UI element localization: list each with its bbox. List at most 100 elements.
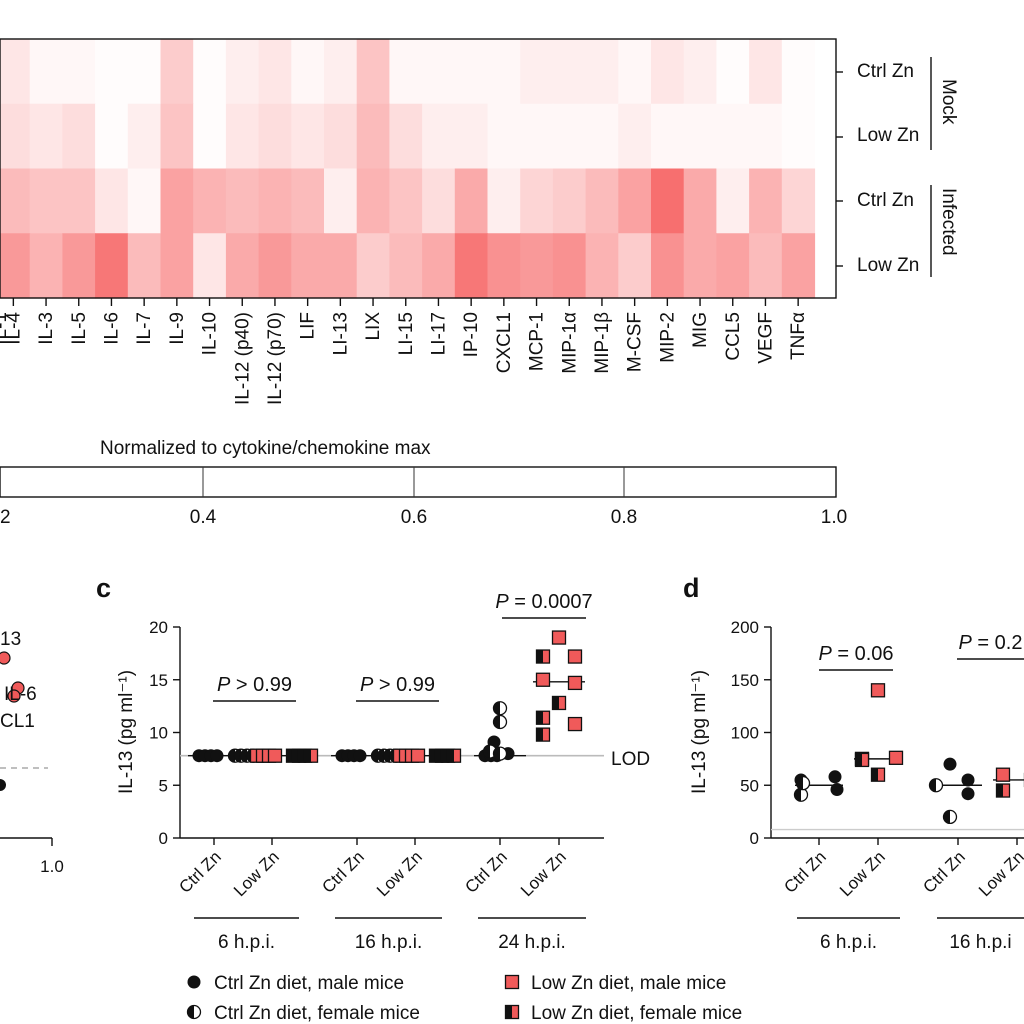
heatmap-cell: [29, 233, 63, 299]
heatmap-cell: [62, 103, 96, 170]
heatmap-cell: [651, 103, 685, 170]
heatmap-cell: [0, 103, 31, 170]
heatmap-cell: [127, 168, 162, 234]
legend-symbols: [186, 974, 520, 1020]
data-point-half: [447, 749, 454, 763]
y-tick-label: 100: [731, 724, 759, 743]
heatmap-cell: [487, 39, 521, 105]
group-label-mock: Mock: [938, 79, 959, 125]
heatmap-cell: [683, 168, 717, 234]
data-point-half: [292, 749, 299, 763]
row-label-mock-ctrl: Ctrl Zn: [857, 61, 914, 82]
data-point: [961, 773, 975, 787]
heatmap-cell: [225, 168, 260, 234]
heatmap-cell: [585, 168, 619, 234]
heatmap-cell: [29, 39, 63, 105]
legend-item-ctrl-female: Ctrl Zn diet, female mice: [214, 1003, 420, 1024]
heatmap-cells: [0, 39, 816, 299]
legend-item-ctrl-male: Ctrl Zn diet, male mice: [214, 973, 404, 994]
heatmap-cell: [552, 103, 587, 170]
heatmap-cell: [160, 103, 194, 170]
heatmap-cell: [127, 103, 162, 170]
panel-b-partial: 13 IL-6 CL1 1.0: [0, 629, 64, 876]
heatmap-cell: [716, 168, 750, 234]
heatmap-cell: [62, 233, 96, 299]
group-label: 16 h.p.i: [949, 932, 1011, 953]
heatmap-cell: [62, 39, 96, 105]
heatmap-cell: [552, 39, 587, 105]
heatmap-cell: [618, 103, 652, 170]
heatmap-cell: [651, 233, 685, 299]
heatmap-cell: [95, 168, 129, 234]
heatmap-cell: [389, 168, 423, 234]
data-point-half: [441, 749, 448, 763]
data-point-half: [383, 749, 390, 763]
data-point-half: [228, 749, 235, 763]
heatmap-cell: [618, 233, 652, 299]
heatmap-cell: [781, 233, 816, 299]
heatmap-cell: [356, 103, 390, 170]
panel-b-point: [7, 689, 21, 703]
data-point-half: [377, 749, 384, 763]
heatmap-cell: [29, 103, 63, 170]
data-point: [504, 974, 520, 990]
heatmap-cell: [324, 168, 358, 234]
colorbar-title: Normalized to cytokine/chemokine max: [100, 438, 431, 459]
y-tick-label: 20: [149, 618, 168, 637]
panel-b-label: 13: [0, 629, 21, 650]
data-point-half: [286, 749, 293, 763]
x-tick-label: Low Zn: [230, 847, 283, 900]
heatmap-cell: [225, 39, 260, 105]
data-point: [551, 630, 567, 645]
heatmap-cell: [651, 168, 685, 234]
heatmap-cell: [0, 233, 31, 299]
heatmap-cell: [225, 103, 260, 170]
data-point-half: [435, 749, 442, 763]
heatmap-cell: [716, 103, 750, 170]
data-point-half: [929, 778, 936, 792]
data-point: [888, 750, 904, 765]
heatmap-column-label: IL-4: [3, 312, 24, 345]
panel-b-point: [0, 651, 11, 665]
data-point: [961, 787, 975, 801]
colorbar-tick-label: 1.0: [821, 507, 847, 528]
data-point: [828, 770, 842, 784]
x-tick-label: Low Zn: [373, 847, 426, 900]
heatmap-cell: [749, 233, 783, 299]
heatmap-cell: [291, 233, 325, 299]
heatmap-cell: [0, 168, 31, 234]
heatmap-cell: [520, 233, 554, 299]
heatmap-row-labels: Ctrl Zn Low Zn Ctrl Zn Low Zn: [857, 61, 919, 276]
data-point: [535, 672, 551, 687]
data-point: [567, 649, 583, 664]
data-point-half: [794, 788, 801, 802]
heatmap-cell: [422, 39, 456, 105]
heatmap-column-label: MIP-1β: [592, 312, 613, 374]
data-point-half: [493, 701, 500, 715]
heatmap-frame: [0, 38, 837, 299]
heatmap-cell: [487, 103, 521, 170]
colorbar-tick-label: 2: [0, 507, 11, 528]
y-tick-label: 200: [731, 618, 759, 637]
data-point: [567, 716, 583, 732]
y-tick-label: 50: [740, 776, 759, 795]
data-point-half: [234, 749, 241, 763]
p-value-label: P > 0.99: [217, 674, 292, 696]
heatmap-cell: [716, 233, 750, 299]
data-point-half: [187, 1005, 194, 1019]
heatmap-cell: [193, 168, 227, 234]
heatmap-cell: [749, 39, 783, 105]
y-tick-label: 0: [159, 829, 168, 848]
y-tick-label: 0: [750, 829, 759, 848]
heatmap-cell: [291, 168, 325, 234]
data-point-half: [796, 776, 803, 790]
heatmap-cell: [520, 39, 554, 105]
colorbar-tick-label: 0.8: [611, 507, 637, 528]
heatmap-cell: [651, 39, 685, 105]
heatmap-cell: [193, 39, 227, 105]
heatmap-cell: [454, 103, 489, 170]
x-tick-label: Low Zn: [975, 847, 1024, 900]
legend-item-low-male: Low Zn diet, male mice: [531, 973, 726, 994]
y-tick-label: 5: [159, 776, 168, 795]
